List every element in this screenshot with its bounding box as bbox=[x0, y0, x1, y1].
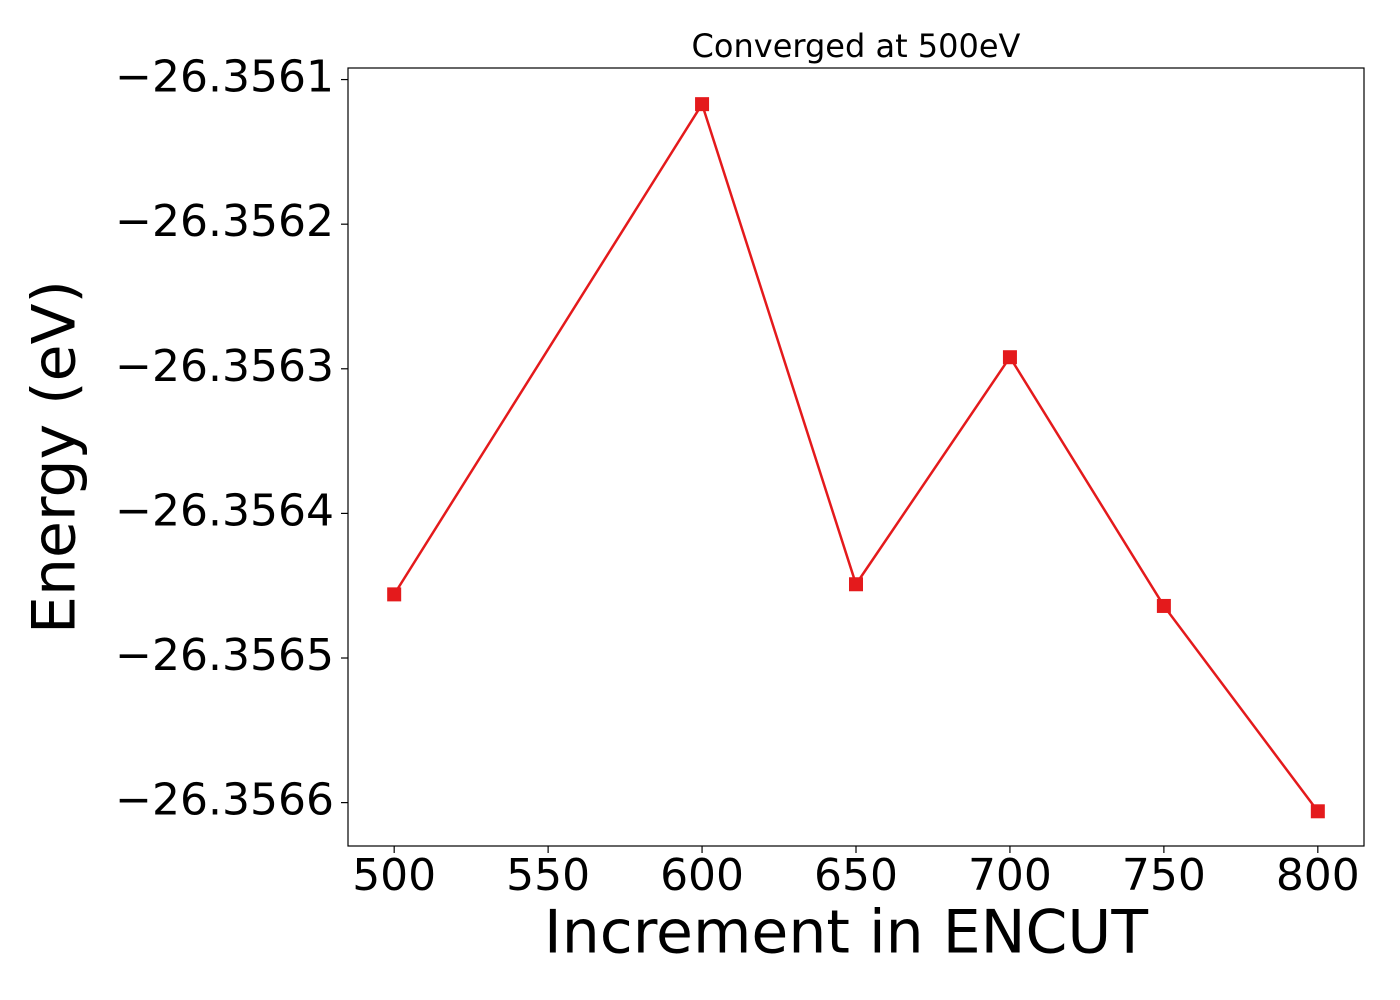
y-tick-label: −26.3564 bbox=[115, 485, 334, 536]
data-point bbox=[1002, 350, 1017, 365]
y-tick-label: −26.3566 bbox=[115, 775, 334, 826]
y-tick-label: −26.3565 bbox=[115, 630, 334, 681]
x-axis-label: Increment in ENCUT bbox=[544, 898, 1148, 968]
x-tick-label: 700 bbox=[968, 850, 1052, 901]
y-tick-label: −26.3561 bbox=[115, 52, 334, 103]
data-point bbox=[387, 587, 402, 602]
data-point bbox=[1156, 598, 1171, 613]
data-line bbox=[393, 101, 1319, 813]
data-point bbox=[1310, 804, 1325, 819]
x-tick-label: 500 bbox=[352, 850, 436, 901]
x-tick-label: 800 bbox=[1276, 850, 1360, 901]
x-tick-label: 650 bbox=[814, 850, 898, 901]
x-tick-label: 750 bbox=[1122, 850, 1206, 901]
y-axis-label: Energy (eV) bbox=[20, 280, 90, 634]
x-tick-label: 550 bbox=[506, 850, 590, 901]
data-point bbox=[849, 577, 863, 592]
x-tick-label: 600 bbox=[660, 850, 744, 901]
plot-frame bbox=[347, 67, 1365, 847]
data-point bbox=[695, 97, 710, 112]
y-tick-label: −26.3562 bbox=[115, 196, 334, 247]
y-tick-label: −26.3563 bbox=[115, 341, 334, 392]
chart-title: Converged at 500eV bbox=[692, 27, 1021, 65]
